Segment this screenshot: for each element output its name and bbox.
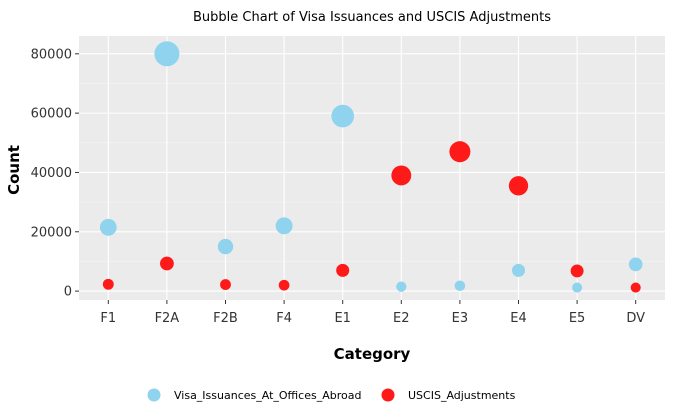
- chart-title: Bubble Chart of Visa Issuances and USCIS…: [193, 10, 551, 25]
- x-axis-title: Category: [334, 345, 411, 363]
- legend-marker: [147, 388, 161, 402]
- bubble-point: [572, 282, 583, 293]
- x-tick-label: E1: [334, 311, 351, 326]
- bubble-point: [391, 165, 412, 186]
- y-tick-label: 20000: [31, 225, 72, 240]
- bubble-point: [217, 238, 234, 255]
- bubble-point: [628, 257, 643, 272]
- bubble-point: [102, 278, 114, 290]
- bubble-point: [508, 176, 529, 196]
- x-tick-label: E3: [452, 311, 469, 326]
- y-tick-label: 60000: [31, 107, 72, 122]
- bubble-point: [154, 41, 180, 67]
- x-tick-label: F2A: [155, 311, 180, 326]
- y-tick-labels: 0 20000 40000 60000 80000: [31, 47, 79, 300]
- legend-label: USCIS_Adjustments: [408, 389, 516, 402]
- x-tick-label: F1: [100, 311, 116, 326]
- legend-label: Visa_Issuances_At_Offices_Abroad: [174, 389, 361, 402]
- y-axis-title: Count: [5, 145, 23, 195]
- x-tick-labels: F1 F2A F2B F4 E1 E2 E3 E4 E5 DV: [100, 300, 645, 326]
- bubble-point: [396, 281, 407, 292]
- bubble-point: [511, 263, 526, 277]
- bubble-point: [630, 282, 641, 293]
- x-tick-label: E5: [569, 311, 586, 326]
- plot-area: [79, 36, 665, 300]
- legend-marker: [381, 388, 395, 402]
- y-tick-label: 40000: [31, 166, 72, 181]
- bubble-point: [99, 218, 117, 236]
- bubble-point: [454, 280, 466, 292]
- x-tick-label: F4: [276, 311, 292, 326]
- bubble-point: [275, 217, 293, 235]
- x-tick-label: E2: [393, 311, 410, 326]
- x-tick-label: E4: [510, 311, 527, 326]
- bubble-point: [331, 104, 354, 128]
- bubble-point: [570, 264, 584, 278]
- x-tick-label: F2B: [213, 311, 238, 326]
- bubble-point: [449, 141, 471, 163]
- bubble-point: [336, 263, 350, 277]
- bubble-marks: [99, 41, 643, 293]
- y-tick-label: 0: [64, 285, 72, 300]
- bubble-point: [220, 279, 231, 290]
- y-tick-label: 80000: [31, 47, 72, 62]
- bubble-point: [278, 279, 290, 291]
- legend: Visa_Issuances_At_Offices_Abroad USCIS_Ad…: [147, 388, 516, 402]
- x-tick-label: DV: [626, 311, 645, 326]
- bubble-point: [160, 256, 174, 271]
